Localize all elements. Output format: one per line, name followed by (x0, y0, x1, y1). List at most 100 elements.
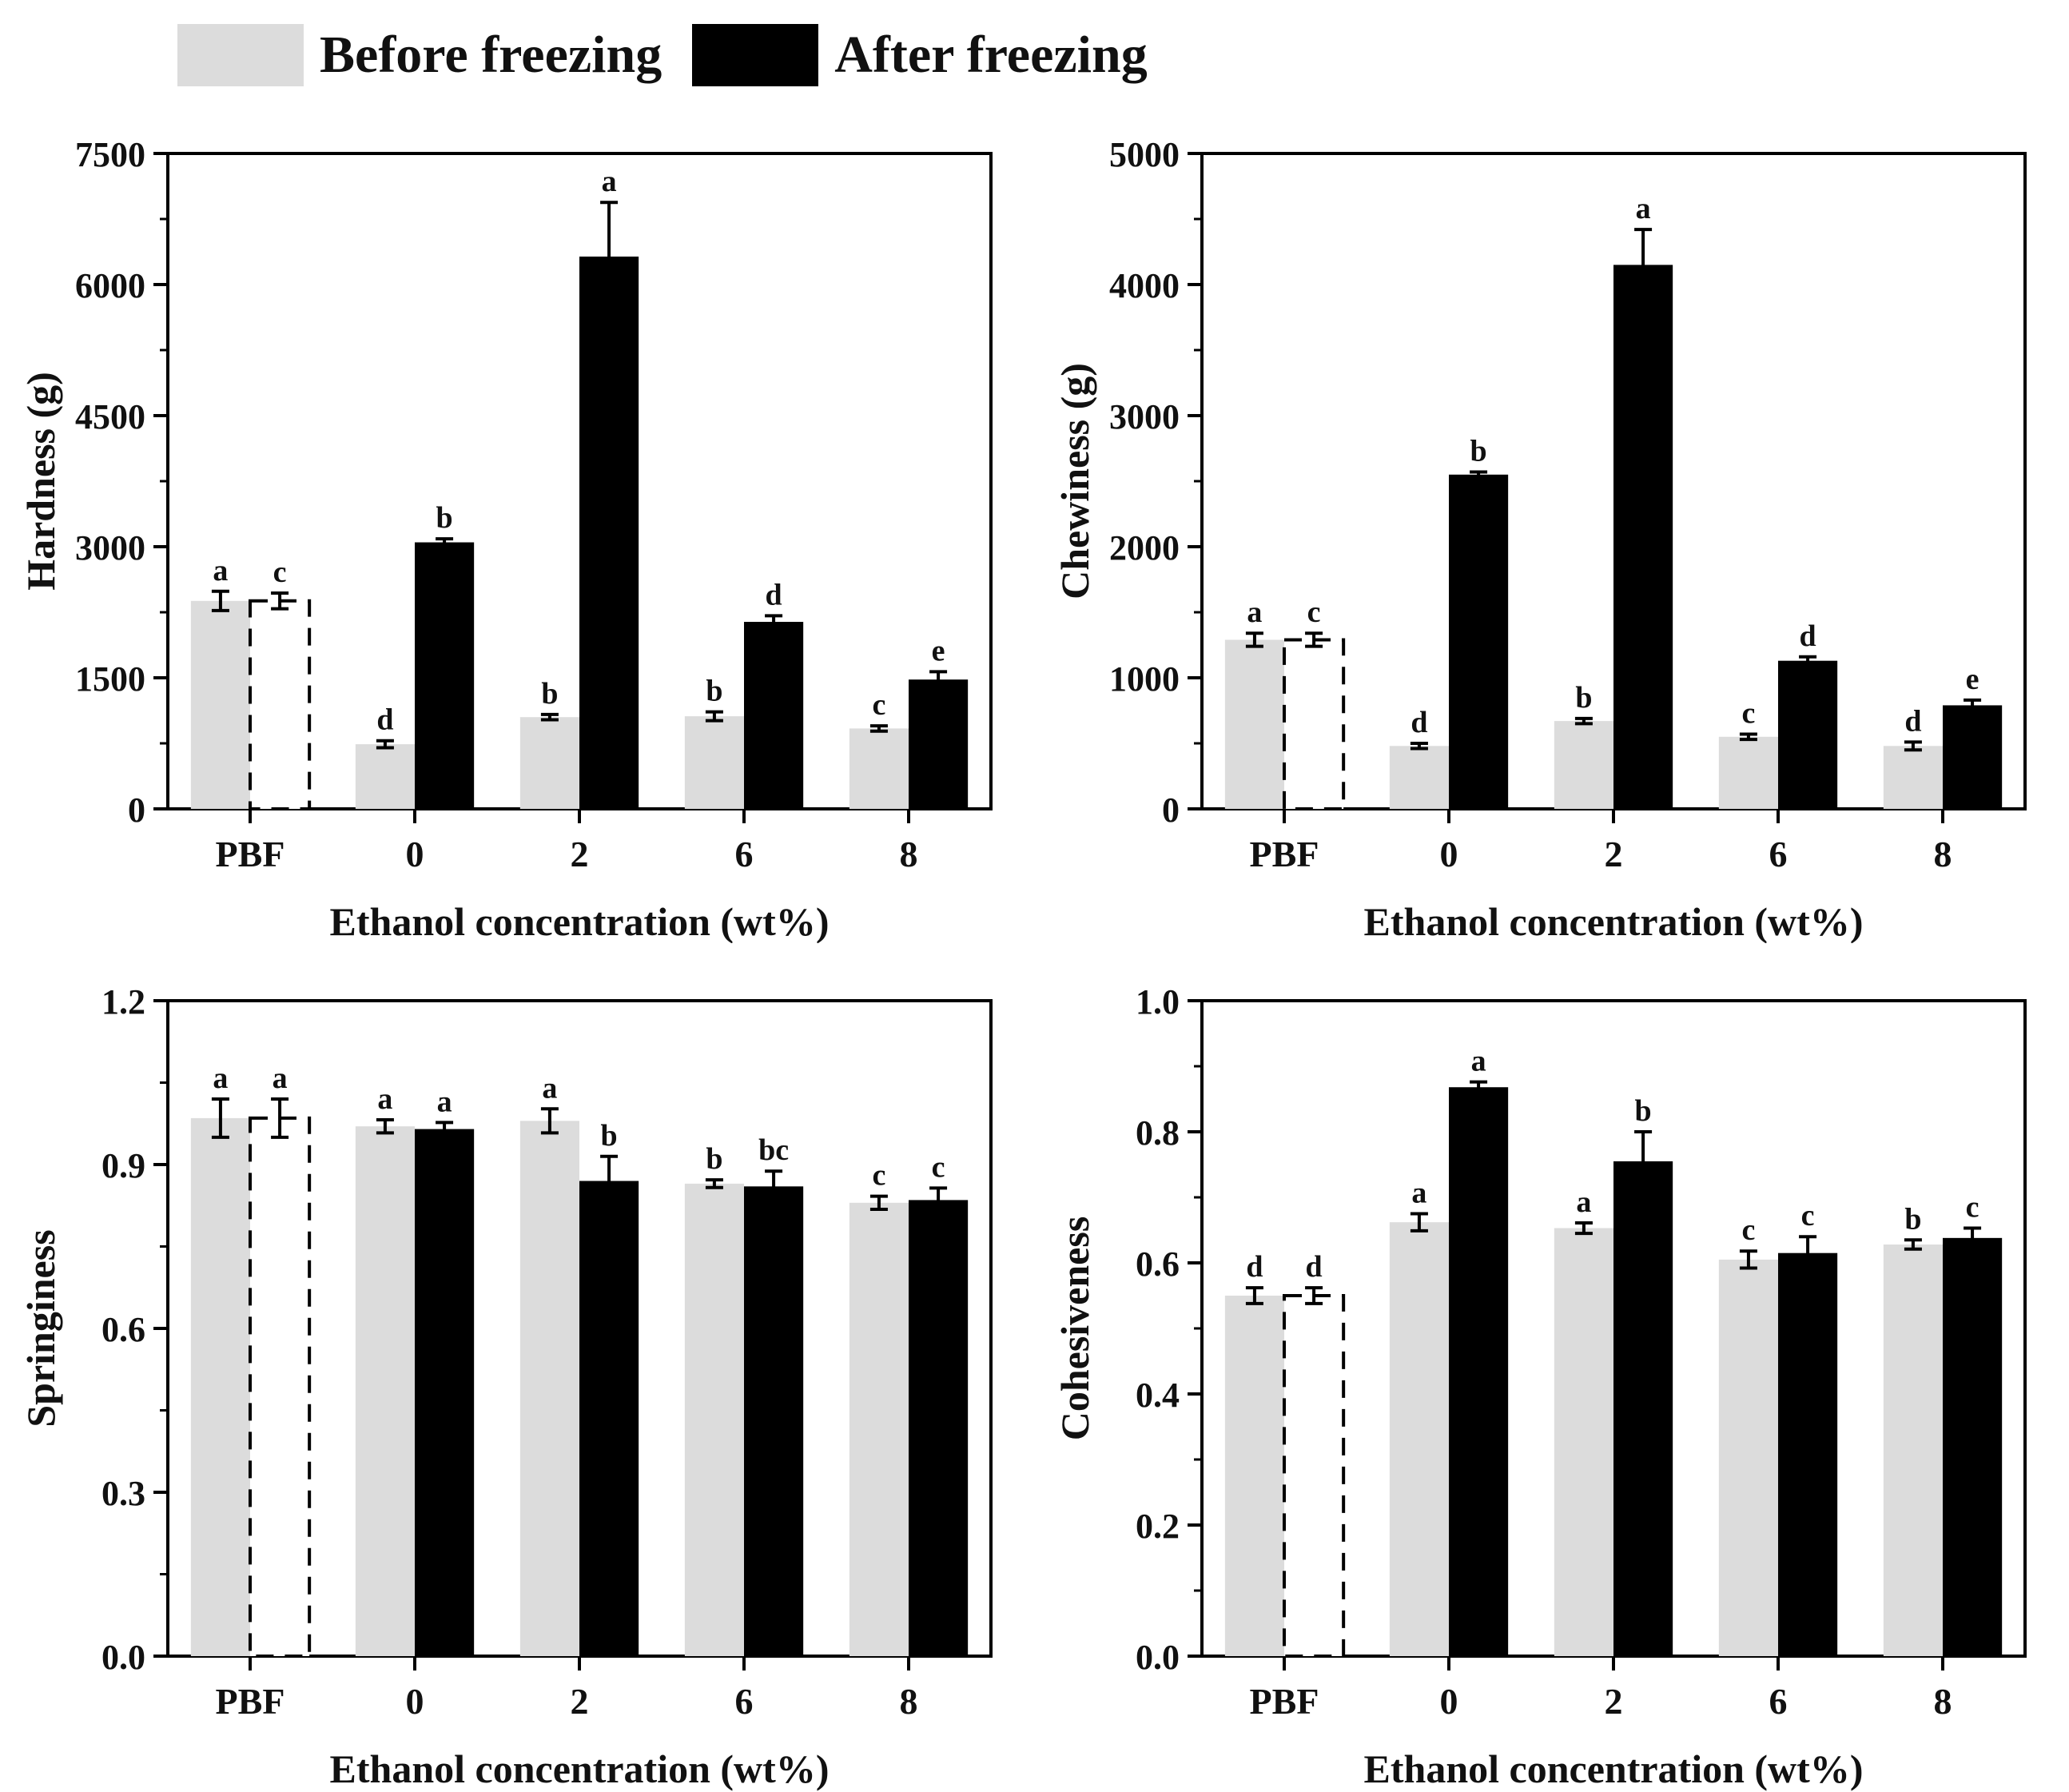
y-tick-label: 1.0 (1136, 982, 1180, 1021)
bar-before-8 (849, 1202, 909, 1656)
bar-before-0 (1389, 746, 1449, 809)
significance-letter-after: a (437, 1085, 452, 1118)
significance-letter-after: a (1636, 192, 1651, 225)
bar-after-2 (579, 1181, 639, 1656)
y-tick-label: 3000 (1109, 397, 1180, 436)
x-tick-label: 8 (900, 1681, 918, 1722)
bar-after-8 (909, 679, 969, 809)
significance-letter-after: a (1471, 1045, 1486, 1078)
x-tick-label: 0 (1440, 834, 1458, 874)
x-tick-label: 8 (1934, 834, 1952, 874)
bar-before-2 (1554, 1228, 1613, 1656)
bar-after-0 (1449, 474, 1509, 809)
significance-letter-after: a (602, 165, 617, 198)
y-axis-label: Hardness (g) (18, 372, 63, 591)
bar-before-2 (1554, 721, 1613, 809)
bar-after-0 (1449, 1087, 1509, 1656)
legend-swatch-after (692, 24, 819, 86)
significance-letter-before: a (377, 1082, 392, 1116)
significance-letter-after: e (932, 634, 945, 667)
y-tick-label: 0.8 (1136, 1113, 1180, 1153)
legend-label-after: After freezing (834, 26, 1148, 84)
y-tick-label: 7500 (75, 135, 145, 174)
bar-before-2 (519, 717, 579, 809)
bar-before-8 (1883, 1244, 1943, 1656)
legend: Before freezing After freezing (177, 24, 1178, 86)
bar-after-2 (1613, 1161, 1673, 1656)
bar-after-PBF (1283, 638, 1346, 810)
significance-letter-before: a (542, 1071, 557, 1105)
significance-letter-after: a (273, 1061, 288, 1095)
x-tick-label: 8 (1934, 1681, 1952, 1722)
significance-letter-after: d (1306, 1250, 1323, 1284)
y-tick-label: 0.2 (1136, 1507, 1180, 1546)
y-tick-label: 2000 (1109, 528, 1180, 567)
bar-after-6 (744, 1186, 804, 1656)
bar-after-PBF (249, 1116, 312, 1658)
x-tick-label: PBF (1250, 1681, 1319, 1722)
legend-swatch-before (177, 24, 304, 86)
bar-after-6 (744, 622, 804, 809)
y-tick-label: 6000 (75, 266, 145, 305)
significance-letter-after: c (1801, 1199, 1815, 1232)
x-tick-label: 6 (735, 1681, 754, 1722)
significance-letter-before: a (1247, 595, 1262, 629)
bar-before-PBF (190, 600, 250, 809)
bar-before-6 (1718, 1259, 1778, 1656)
significance-letter-before: d (1411, 706, 1427, 739)
chart-chewiness: 0 1000 2000 3000 4000 5000 Chewiness (g) Ethano… (1052, 135, 2027, 943)
bar-before-0 (355, 1126, 415, 1656)
y-tick-label: 1.2 (101, 982, 145, 1021)
bar-after-2 (579, 257, 639, 810)
bar-after-0 (415, 542, 475, 809)
significance-letter-after: d (766, 578, 782, 611)
significance-letter-before: a (213, 1061, 228, 1095)
x-tick-label: 2 (1605, 834, 1623, 874)
bar-after-PBF (249, 599, 312, 811)
significance-letter-after: c (1307, 595, 1321, 629)
bar-after-8 (1943, 705, 2003, 809)
y-tick-label: 0.4 (1136, 1376, 1180, 1415)
significance-letter-before: b (706, 1142, 722, 1176)
significance-letter-after: c (932, 1150, 945, 1184)
x-tick-label: 0 (1440, 1681, 1458, 1722)
bar-after-6 (1778, 1252, 1838, 1656)
x-tick-label: PBF (216, 834, 285, 874)
x-axis-label: Ethanol concentration (wt%) (330, 899, 830, 943)
y-tick-label: 0 (128, 790, 145, 830)
bar-before-0 (1389, 1222, 1449, 1656)
bar-before-8 (849, 728, 909, 809)
x-tick-label: 8 (900, 834, 918, 874)
y-tick-label: 0.0 (1136, 1638, 1180, 1677)
x-axis-label: Ethanol concentration (wt%) (1364, 899, 1864, 943)
bar-before-PBF (190, 1117, 250, 1656)
chart-springiness: 0.0 0.3 0.6 0.9 1.2 Springiness Ethanol concen… (18, 982, 993, 1791)
y-axis-label: Springiness (18, 1229, 63, 1427)
significance-letter-after: d (1800, 619, 1816, 653)
bar-before-6 (684, 716, 744, 809)
significance-letter-before: a (1411, 1177, 1426, 1210)
significance-letter-before: c (1741, 1213, 1755, 1247)
significance-letter-after: c (273, 556, 287, 589)
significance-letter-after: bc (758, 1133, 789, 1167)
significance-letter-before: a (213, 554, 228, 587)
x-tick-label: 0 (406, 834, 424, 874)
y-tick-label: 0.9 (101, 1146, 145, 1185)
bar-after-8 (909, 1200, 969, 1656)
bar-before-PBF (1224, 639, 1284, 809)
x-tick-label: 2 (571, 1681, 589, 1722)
significance-letter-after: c (1966, 1191, 1979, 1225)
x-tick-label: 0 (406, 1681, 424, 1722)
significance-letter-before: c (872, 1159, 885, 1193)
bar-after-0 (415, 1129, 475, 1656)
significance-letter-before: b (541, 677, 558, 711)
x-tick-label: 6 (1769, 834, 1788, 874)
x-tick-label: 6 (735, 834, 754, 874)
x-tick-label: 2 (1605, 1681, 1623, 1722)
y-tick-label: 4500 (75, 397, 145, 436)
significance-letter-before: a (1576, 1185, 1591, 1219)
x-tick-label: 2 (571, 834, 589, 874)
y-tick-label: 1000 (1109, 659, 1180, 699)
significance-letter-before: d (1246, 1250, 1263, 1284)
y-axis-label: Cohesiveness (1052, 1217, 1097, 1441)
